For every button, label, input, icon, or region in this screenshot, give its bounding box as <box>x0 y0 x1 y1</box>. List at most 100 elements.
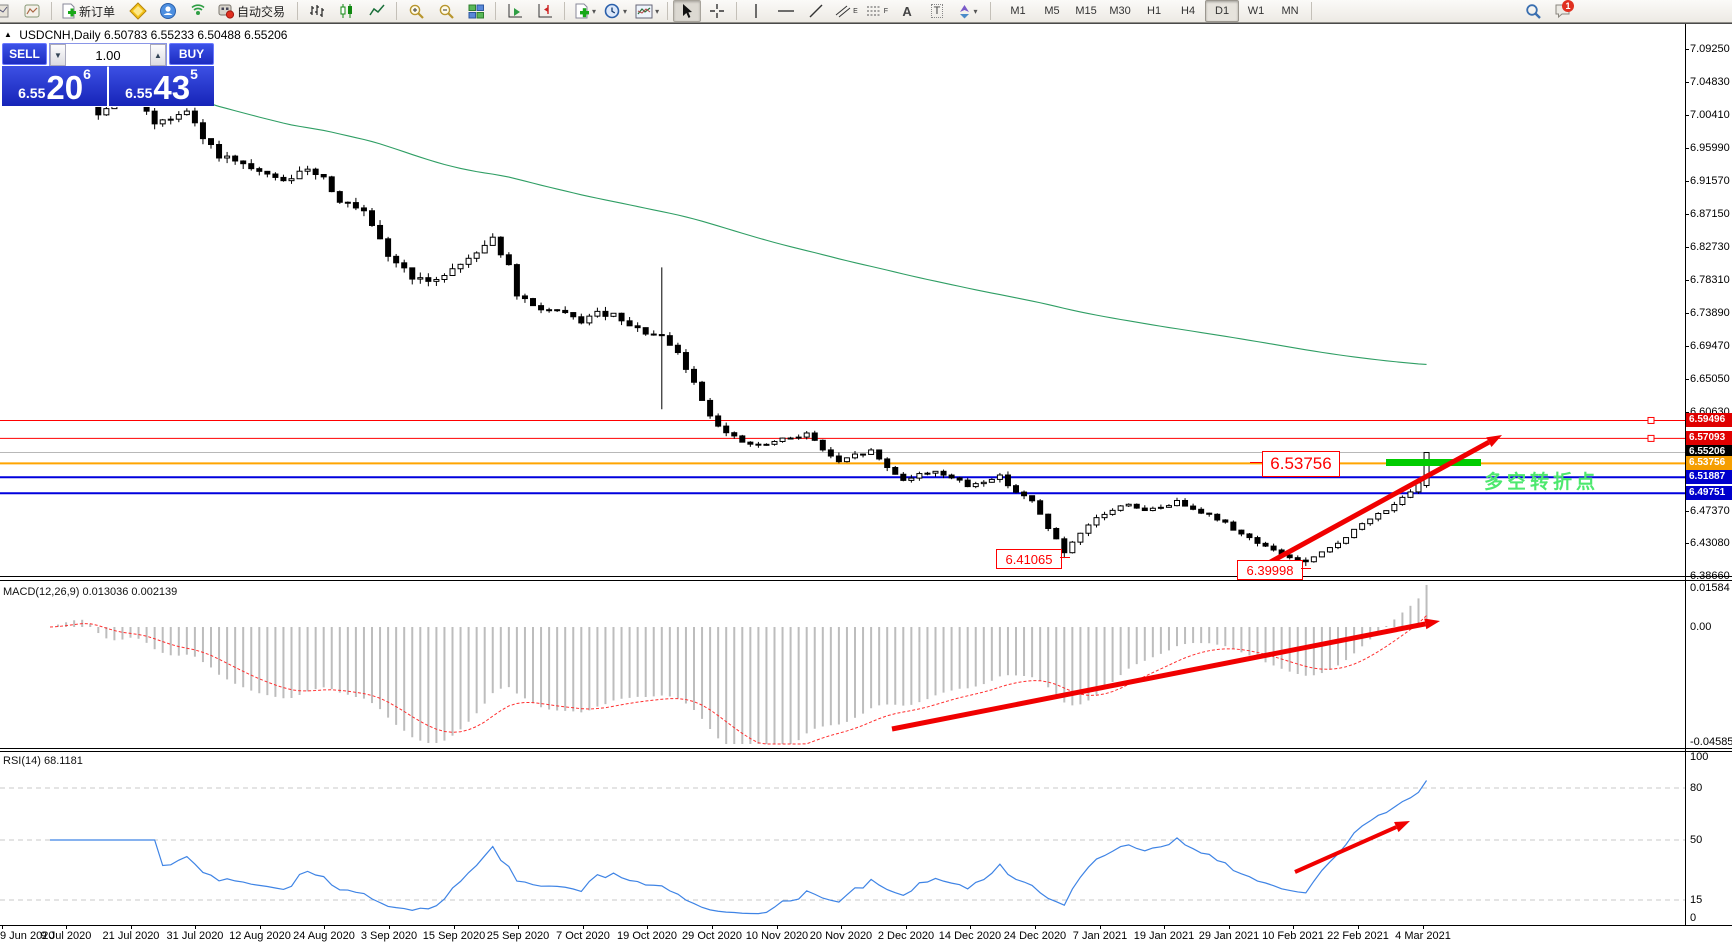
fibonacci-tool[interactable]: F <box>863 0 891 22</box>
pane-separator[interactable] <box>0 748 1732 749</box>
bar-chart-icon[interactable] <box>303 0 331 22</box>
indicators-button[interactable]: ▾ <box>570 0 599 22</box>
arrows-dropdown-caret[interactable]: ▾ <box>973 6 978 16</box>
chart-window[interactable]: ▲ USDCNH,Daily 6.50783 6.55233 6.50488 6… <box>0 24 1732 945</box>
buy-button[interactable]: BUY <box>169 43 214 65</box>
time-axis-tick-mark <box>1035 925 1036 929</box>
volume-value[interactable]: 1.00 <box>95 47 121 63</box>
horizontal-line-tool[interactable] <box>772 0 800 22</box>
timeframe-button-D1[interactable]: D1 <box>1205 0 1240 22</box>
pane-separator[interactable] <box>0 576 1732 577</box>
hline-handle[interactable] <box>1647 416 1655 424</box>
candle-body <box>602 310 609 317</box>
volume-increase-button[interactable]: ▲ <box>150 44 166 66</box>
tile-windows-icon[interactable] <box>462 0 490 22</box>
pane-separator[interactable] <box>0 751 1732 752</box>
templates-button[interactable]: ▾ <box>632 0 662 22</box>
candle-body <box>513 264 520 297</box>
green-trend-segment[interactable] <box>1386 459 1481 466</box>
candle-body <box>360 207 367 212</box>
candle-body <box>1262 542 1269 547</box>
timeframe-button-M30[interactable]: M30 <box>1109 5 1131 17</box>
timeframe-button-M15[interactable]: M15 <box>1075 5 1097 17</box>
timeframe-button-H4[interactable]: H4 <box>1181 5 1196 17</box>
trend-arrow[interactable] <box>1243 440 1491 576</box>
crosshair-tool[interactable] <box>703 0 731 22</box>
chat-icon[interactable]: 1 <box>1549 0 1577 22</box>
timeframe-button-H1[interactable]: H1 <box>1147 5 1162 17</box>
candle-body <box>1141 507 1148 512</box>
trend-arrow[interactable] <box>1294 825 1398 874</box>
candle-body <box>312 168 319 175</box>
candle-body <box>167 118 174 121</box>
price-label-box-6.53756[interactable]: 6.53756 <box>1262 451 1340 477</box>
text-tool[interactable]: A <box>902 3 912 19</box>
line-chart-icon[interactable] <box>363 0 391 22</box>
signals-icon[interactable] <box>184 0 212 22</box>
indicators-dropdown-caret[interactable]: ▾ <box>592 6 597 16</box>
templates-dropdown-caret[interactable]: ▾ <box>655 6 660 16</box>
candle-body <box>634 325 641 329</box>
volume-decrease-button[interactable]: ▼ <box>50 44 66 66</box>
rsi-pane[interactable] <box>0 780 1685 915</box>
time-axis-tick-mark <box>970 925 971 929</box>
turning-point-annotation[interactable]: 多空转折点 <box>1484 472 1600 493</box>
price-axis-border[interactable] <box>1685 24 1686 925</box>
trendline-tool[interactable] <box>802 0 830 22</box>
main-pane[interactable] <box>0 67 1685 576</box>
time-axis-label: 7 Jan 2021 <box>1072 930 1128 942</box>
tick-chart-icon[interactable] <box>18 0 46 22</box>
candle-body <box>827 449 834 457</box>
price-axis-tick-mark <box>1685 378 1689 380</box>
candle-body <box>956 477 963 481</box>
zoom-in-icon[interactable] <box>402 0 430 22</box>
timeframe-button-M5[interactable]: M5 <box>1044 5 1060 17</box>
sell-price[interactable]: 6.55 20 6 <box>2 66 107 106</box>
autotrading-label: 自动交易 <box>237 4 286 19</box>
zoom-out-icon[interactable] <box>432 0 460 22</box>
candle-body <box>175 114 182 120</box>
autotrading-button[interactable]: 自动交易 <box>214 0 292 22</box>
candle-body <box>457 263 464 270</box>
trend-arrow[interactable] <box>891 621 1426 732</box>
price-label-box-6.41065[interactable]: 6.41065 <box>996 549 1062 569</box>
macd-pane[interactable] <box>49 584 1440 745</box>
chart-partial-icon[interactable] <box>0 0 16 22</box>
periods-dropdown-caret[interactable]: ▾ <box>623 6 628 16</box>
candle-body <box>1254 537 1261 544</box>
candlestick-chart-icon[interactable] <box>333 0 361 22</box>
candle-body <box>658 334 665 337</box>
vertical-line-tool[interactable] <box>742 0 770 22</box>
cursor-tool[interactable] <box>673 0 702 22</box>
new-order-button[interactable]: 新订单 <box>57 0 122 22</box>
time-axis-tick-mark <box>131 925 132 929</box>
periods-button[interactable]: ▾ <box>601 0 630 22</box>
sell-button[interactable]: SELL <box>2 43 47 65</box>
time-axis-tick-mark <box>195 925 196 929</box>
chart-shift-icon[interactable] <box>531 0 559 22</box>
timeframe-button-M1[interactable]: M1 <box>1010 5 1026 17</box>
time-axis-tick-mark <box>454 925 455 929</box>
search-icon[interactable] <box>1519 0 1547 22</box>
candle-body <box>876 449 883 460</box>
timeframe-button-MN[interactable]: MN <box>1281 5 1299 17</box>
buy-price[interactable]: 6.55 43 5 <box>109 66 214 106</box>
equidistant-channel-tool[interactable]: E <box>832 0 861 22</box>
time-axis-tick-mark <box>324 925 325 929</box>
candle-body <box>562 309 569 314</box>
candle-body <box>723 425 730 434</box>
candle-body <box>521 295 528 300</box>
community-icon[interactable] <box>154 0 182 22</box>
metaeditor-icon[interactable] <box>124 0 152 22</box>
arrows-tool[interactable]: ▾ <box>953 0 981 22</box>
timeframe-button-W1[interactable]: W1 <box>1247 5 1265 17</box>
pane-separator[interactable] <box>0 580 1732 581</box>
candle-body <box>1190 505 1197 510</box>
auto-scroll-icon[interactable] <box>501 0 529 22</box>
price-label-box-6.39998[interactable]: 6.39998 <box>1237 560 1303 580</box>
candle-body <box>417 277 424 280</box>
text-label-tool[interactable]: T <box>923 0 951 22</box>
time-axis-label: 22 Feb 2021 <box>1327 930 1389 942</box>
hline-handle[interactable] <box>1647 434 1655 442</box>
